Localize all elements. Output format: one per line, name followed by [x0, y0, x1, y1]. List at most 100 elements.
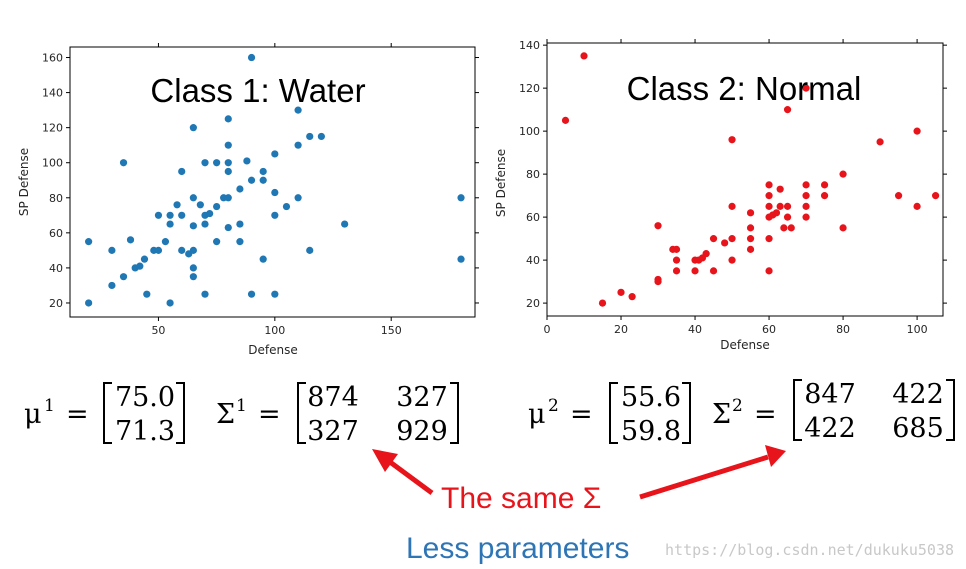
data-point — [201, 159, 209, 167]
data-point — [654, 222, 662, 230]
data-point — [247, 176, 256, 184]
data-point — [271, 150, 279, 158]
data-point — [783, 213, 792, 221]
data-point — [913, 127, 921, 135]
data-point — [201, 220, 209, 228]
data-point — [259, 176, 267, 184]
data-point — [765, 235, 773, 243]
data-point — [765, 202, 773, 210]
data-point — [317, 132, 325, 141]
sigma-cell-11: 874 — [307, 382, 359, 413]
data-point — [224, 194, 232, 202]
sigma-superscript: 1 — [236, 396, 247, 416]
data-point — [746, 235, 755, 243]
data-point — [196, 201, 204, 209]
data-point — [189, 273, 197, 281]
data-point — [189, 124, 197, 132]
y-tick-label: 160 — [42, 52, 63, 65]
data-point — [306, 246, 314, 254]
data-point — [721, 239, 729, 247]
x-tick-label: 50 — [151, 324, 165, 337]
data-point — [213, 202, 221, 211]
arrow-right — [639, 445, 786, 500]
data-point — [178, 211, 186, 219]
data-point — [108, 281, 116, 290]
data-point — [236, 238, 244, 246]
data-point — [189, 222, 197, 230]
watermark: https://blog.csdn.net/dukuku5038 — [665, 541, 954, 559]
y-tick-label: 60 — [49, 227, 63, 240]
data-point — [247, 290, 256, 298]
mu-superscript: 2 — [548, 396, 559, 416]
data-point — [776, 202, 784, 210]
y-tick-label: 120 — [42, 122, 63, 135]
data-point — [839, 170, 847, 178]
data-point — [224, 159, 232, 167]
data-point — [236, 220, 244, 228]
data-point — [224, 167, 232, 176]
x-axis-label: Defense — [248, 343, 297, 357]
y-tick-label: 80 — [49, 192, 63, 205]
data-point — [189, 194, 197, 202]
sigma-cell-12: 327 — [396, 382, 448, 413]
data-point — [154, 211, 163, 219]
x-axis-label: Defense — [720, 338, 769, 352]
mu-symbol: μ — [24, 399, 42, 430]
x-tick-label: 60 — [762, 323, 776, 336]
data-point — [746, 209, 755, 217]
same-sigma-label: The same Σ — [441, 482, 601, 515]
sigma-cell-12: 422 — [892, 379, 944, 410]
data-point — [294, 141, 302, 149]
data-point — [306, 132, 314, 141]
data-point — [728, 235, 736, 243]
data-point — [765, 267, 773, 275]
data-point — [259, 167, 267, 176]
mu-value-1: 55.6 — [621, 382, 681, 413]
data-point — [776, 185, 784, 193]
data-point — [561, 116, 570, 124]
scatter-chart-water: 50 100 150 20 40 60 80 100 120 140 160 Class 1: Wa… — [17, 43, 479, 357]
y-tick-label: 80 — [526, 168, 540, 181]
sigma-cell-22: 929 — [396, 416, 448, 447]
data-point — [913, 202, 921, 210]
y-tick-label: 20 — [49, 297, 63, 310]
data-point — [839, 224, 847, 232]
data-point — [802, 213, 810, 221]
data-point — [206, 209, 214, 218]
sigma-cell-22: 685 — [892, 413, 944, 444]
less-parameters-label: Less parameters — [406, 532, 629, 565]
sigma-cell-11: 847 — [804, 379, 856, 410]
equals-sign: = — [754, 399, 777, 430]
data-point — [802, 84, 810, 92]
y-tick-label: 140 — [519, 39, 540, 52]
left-bracket — [609, 382, 618, 444]
scatter-chart-normal: 0 20 40 60 80 100 20 40 60 80 100 120 140 Class 2: N… — [494, 39, 947, 352]
data-point — [271, 188, 279, 197]
data-point — [166, 211, 174, 219]
y-tick-label: 40 — [49, 262, 63, 275]
data-point — [654, 278, 662, 286]
data-point — [213, 238, 221, 246]
data-point — [783, 106, 792, 114]
data-point — [178, 246, 186, 254]
x-tick-label: 80 — [836, 323, 850, 336]
data-point — [243, 157, 251, 165]
mu-value-2: 71.3 — [115, 416, 175, 447]
left-bracket — [297, 382, 306, 444]
data-point — [728, 136, 736, 144]
data-point — [783, 202, 792, 210]
data-point — [224, 115, 232, 123]
mu-value-1: 75.0 — [115, 382, 175, 413]
data-point — [143, 290, 151, 298]
data-point — [457, 194, 465, 202]
data-point — [820, 192, 829, 200]
data-point — [598, 299, 607, 307]
chart-title: Class 2: Normal — [627, 70, 862, 107]
data-point — [166, 299, 174, 307]
data-point — [728, 202, 736, 210]
data-point — [224, 223, 232, 232]
data-point — [189, 246, 197, 254]
sigma-cell-21: 327 — [307, 416, 359, 447]
data-point — [765, 181, 773, 189]
